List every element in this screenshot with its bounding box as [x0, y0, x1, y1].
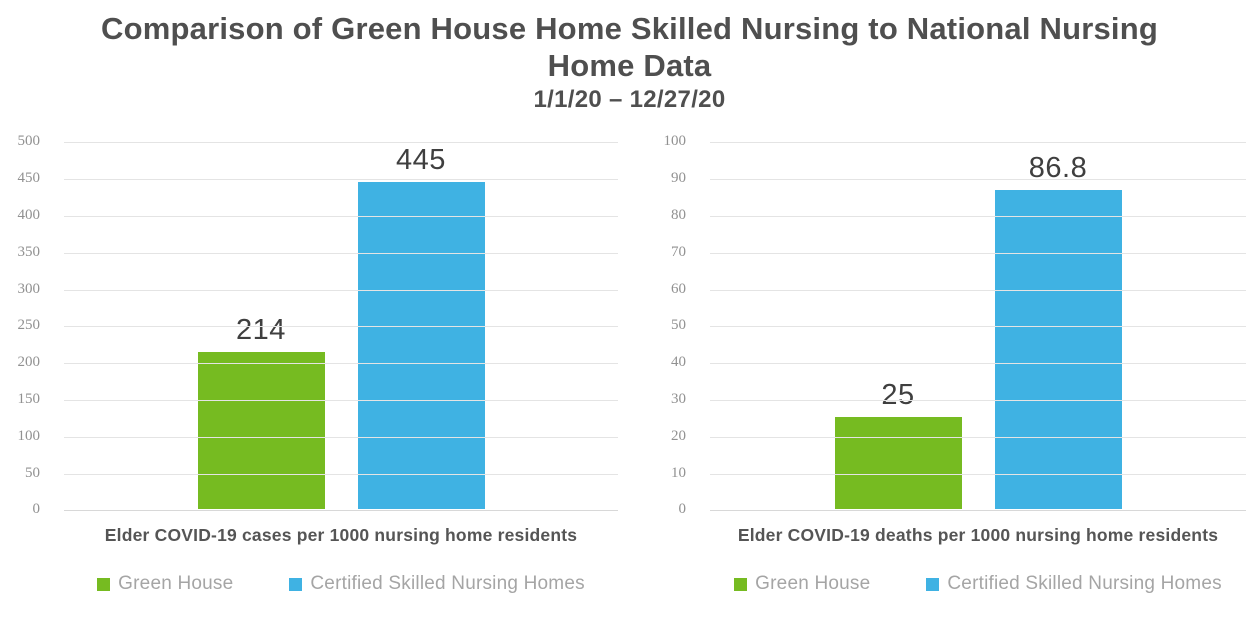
- y-axis-tick-label: 500: [17, 133, 41, 150]
- legend-label: Green House: [118, 573, 234, 595]
- gridline: [710, 179, 1246, 181]
- gridline: [710, 252, 1246, 254]
- y-axis-tick-label: 20: [671, 427, 686, 444]
- legend-item-certified-skilled-nursing-homes: Certified Skilled Nursing Homes: [289, 573, 585, 595]
- y-axis-tick-label: 100: [17, 427, 41, 444]
- y-axis-tick-label: 450: [17, 170, 41, 187]
- chart-panel-deaths: 0 10 20 30 40 50 60 70 80 90 100 25 86.8 Elder COVI…: [632, 126, 1259, 595]
- y-axis-tick-label: 100: [663, 133, 687, 150]
- gridline: [64, 215, 618, 217]
- legend-item-green-house: Green House: [734, 573, 870, 595]
- legend-swatch: [734, 577, 748, 591]
- gridline: [64, 399, 618, 401]
- bar-certified-skilled-nursing-homes: [994, 189, 1122, 510]
- legend-label: Certified Skilled Nursing Homes: [947, 573, 1222, 595]
- y-axis-tick-label: 250: [17, 317, 41, 334]
- bars-container: 214 445: [64, 144, 618, 510]
- y-axis-tick-label: 350: [17, 243, 41, 260]
- bar-group-certified-skilled-nursing-homes: 445: [357, 143, 485, 510]
- y-axis-tick-label: 0: [32, 501, 41, 518]
- legend-item-green-house: Green House: [97, 573, 233, 595]
- gridline: [710, 510, 1246, 512]
- y-axis-tick-label: 80: [671, 206, 686, 223]
- legend-label: Green House: [755, 573, 871, 595]
- gridline: [710, 289, 1246, 291]
- y-axis-tick-label: 30: [671, 390, 686, 407]
- y-axis-tick-label: 50: [25, 464, 40, 481]
- charts-row: 0 50 100 150 200 250 300 350 400 450 500 214 445 El…: [0, 126, 1259, 595]
- y-axis-tick-label: 40: [671, 354, 686, 371]
- bar-green-house: [834, 417, 962, 510]
- legend-item-certified-skilled-nursing-homes: Certified Skilled Nursing Homes: [926, 573, 1222, 595]
- bars-container: 25 86.8: [710, 151, 1246, 510]
- page-title: Comparison of Green House Home Skilled N…: [101, 11, 1158, 84]
- legend-swatch: [926, 577, 940, 591]
- gridline: [64, 363, 618, 365]
- legend-swatch: [97, 577, 111, 591]
- gridline: [64, 289, 618, 291]
- y-axis-tick-label: 400: [17, 206, 41, 223]
- chart-header: Comparison of Green House Home Skilled N…: [0, 0, 1259, 114]
- bar-group-green-house: 214: [197, 313, 325, 510]
- bar-value-label: 214: [236, 313, 286, 346]
- bar-group-certified-skilled-nursing-homes: 86.8: [994, 151, 1122, 510]
- bar-group-green-house: 25: [834, 379, 962, 510]
- y-axis-tick-label: 10: [671, 464, 686, 481]
- y-axis-tick-label: 300: [17, 280, 41, 297]
- gridline: [710, 215, 1246, 217]
- plot-footer: Elder COVID-19 deaths per 1000 nursing h…: [710, 525, 1246, 595]
- gridline: [710, 326, 1246, 328]
- plot-footer: Elder COVID-19 cases per 1000 nursing ho…: [64, 525, 618, 595]
- chart-panel-cases: 0 50 100 150 200 250 300 350 400 450 500 214 445 El…: [0, 126, 632, 595]
- gridline: [64, 142, 618, 144]
- y-axis-tick-label: 50: [671, 317, 686, 334]
- y-axis-tick-label: 150: [17, 390, 41, 407]
- y-axis-tick-label: 0: [678, 501, 687, 518]
- gridline: [64, 510, 618, 512]
- bar-certified-skilled-nursing-homes: [357, 181, 485, 510]
- gridline: [64, 179, 618, 181]
- y-axis: 0 10 20 30 40 50 60 70 80 90 100: [644, 133, 698, 517]
- legend: Green House Certified Skilled Nursing Hom…: [64, 573, 618, 595]
- x-axis-title: Elder COVID-19 cases per 1000 nursing ho…: [104, 525, 578, 546]
- y-axis-tick-label: 200: [17, 354, 41, 371]
- bar-value-label: 445: [396, 143, 446, 176]
- y-axis-tick-label: 60: [671, 280, 686, 297]
- gridline: [710, 473, 1246, 475]
- date-range-subtitle: 1/1/20 – 12/27/20: [533, 86, 726, 114]
- legend: Green House Certified Skilled Nursing Hom…: [710, 573, 1246, 595]
- gridline: [64, 473, 618, 475]
- gridline: [64, 252, 618, 254]
- gridline: [710, 142, 1246, 144]
- legend-label: Certified Skilled Nursing Homes: [310, 573, 585, 595]
- y-axis-tick-label: 90: [671, 170, 686, 187]
- gridline: [64, 436, 618, 438]
- plot-area: 0 50 100 150 200 250 300 350 400 450 500 214 445: [18, 133, 618, 517]
- bar-value-label: 86.8: [1028, 151, 1088, 184]
- gridline: [710, 363, 1246, 365]
- x-axis-title: Elder COVID-19 deaths per 1000 nursing h…: [737, 525, 1219, 546]
- gridline: [710, 436, 1246, 438]
- bar-green-house: [197, 351, 325, 510]
- y-axis: 0 50 100 150 200 250 300 350 400 450 500: [0, 133, 52, 517]
- legend-swatch: [289, 577, 303, 591]
- gridline: [710, 399, 1246, 401]
- y-axis-tick-label: 70: [671, 243, 686, 260]
- gridline: [64, 326, 618, 328]
- bar-value-label: 25: [881, 379, 915, 412]
- plot-area: 0 10 20 30 40 50 60 70 80 90 100 25 86.8: [664, 133, 1246, 517]
